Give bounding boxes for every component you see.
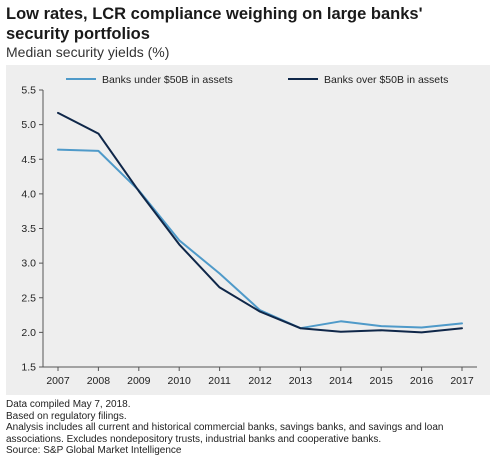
y-tick-label: 4.5 — [21, 154, 36, 166]
chart-notes: Data compiled May 7, 2018. Based on regu… — [6, 399, 492, 457]
legend-label: Banks under $50B in assets — [102, 74, 233, 86]
note-line: Data compiled May 7, 2018. — [6, 399, 131, 410]
x-tick-label: 2009 — [127, 375, 151, 387]
y-tick-label: 3.5 — [21, 223, 36, 235]
y-tick-label: 2.0 — [21, 327, 36, 339]
x-tick-label: 2007 — [46, 375, 70, 387]
y-tick-label: 4.0 — [21, 188, 36, 200]
x-tick-label: 2017 — [450, 375, 474, 387]
line-chart: 1.5 2.0 2.5 3.0 3.5 4.0 4.5 5.0 5.5 2007 2008 2009 2… — [21, 74, 477, 387]
series-line-over-50b — [57, 111, 463, 334]
x-tick-label: 2011 — [208, 375, 231, 387]
note-line: Based on regulatory filings. — [6, 410, 127, 422]
x-tick-label: 2015 — [370, 375, 394, 387]
y-tick-label: 2.5 — [21, 292, 36, 304]
legend-label: Banks over $50B in assets — [324, 74, 448, 86]
y-tick-label: 5.0 — [21, 119, 36, 131]
chart-title: Low rates, LCR compliance weighing on la… — [6, 5, 423, 43]
x-tick-label: 2012 — [248, 375, 272, 387]
x-tick-label: 2014 — [329, 375, 353, 387]
note-line: Analysis includes all current and histor… — [6, 422, 444, 433]
chart-subtitle: Median security yields (%) — [6, 44, 170, 60]
x-tick-label: 2016 — [410, 375, 434, 387]
x-tick-label: 2010 — [168, 375, 192, 387]
x-tick-label: 2013 — [289, 375, 313, 387]
y-tick-label: 3.0 — [21, 258, 36, 270]
chart-area: 1.5 2.0 2.5 3.0 3.5 4.0 4.5 5.0 5.5 2007 2008 2009 2… — [6, 65, 490, 395]
note-line: associations. Excludes nondepository tru… — [6, 433, 382, 445]
series-line-under-50b — [57, 148, 463, 330]
y-tick-label: 1.5 — [21, 362, 36, 374]
x-tick-label: 2008 — [87, 375, 111, 387]
note-line: Source: S&P Global Market Intelligence — [6, 445, 182, 456]
y-tick-label: 5.5 — [21, 85, 36, 97]
